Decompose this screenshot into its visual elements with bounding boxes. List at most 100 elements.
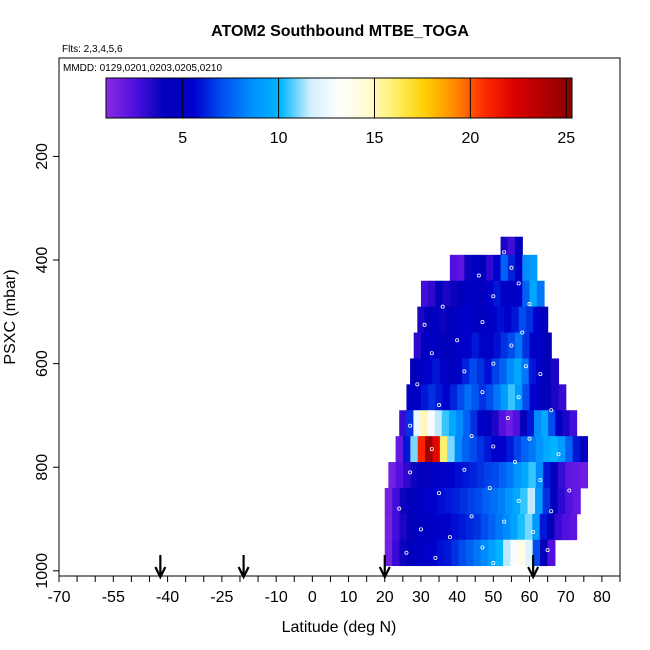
heatmap-cell: [429, 513, 437, 541]
heatmap-cell: [521, 462, 530, 489]
heatmap-cell: [471, 332, 480, 359]
heatmap-cell: [542, 487, 551, 515]
heatmap-cell: [469, 358, 478, 385]
heatmap-cell: [517, 513, 526, 541]
data-point: [531, 529, 536, 534]
data-point: [469, 514, 474, 519]
heatmap-cell: [495, 513, 504, 541]
data-point: [440, 304, 445, 309]
x-tick-label: 80: [593, 589, 611, 606]
heatmap-cell: [505, 487, 514, 515]
heatmap-cell: [478, 254, 487, 282]
data-point: [429, 447, 434, 452]
heatmap-cell: [493, 254, 502, 282]
arrow-head: [154, 566, 167, 580]
colorbar-tick-label: 20: [461, 130, 479, 147]
heatmap-cell: [500, 332, 509, 359]
heatmap-cell: [471, 384, 480, 411]
heatmap-cell: [491, 436, 500, 463]
heatmap-cell: [457, 280, 465, 308]
heatmap-cell: [449, 254, 458, 282]
heatmap-cell: [439, 358, 448, 385]
heatmap-cell: [511, 306, 520, 333]
data-point: [455, 338, 460, 343]
x-tick-label: -70: [47, 589, 70, 606]
heatmap-cell: [421, 539, 430, 567]
heatmap-cell: [458, 539, 467, 567]
heatmap-cell: [528, 358, 537, 385]
heatmap-cell: [406, 384, 415, 411]
heatmap-cell: [543, 384, 552, 411]
heatmap-cell: [565, 487, 574, 515]
heatmap-cell: [572, 462, 581, 489]
heatmap-cell: [447, 436, 456, 463]
heatmap-cell: [517, 539, 526, 567]
flight-arrow-icon: [527, 555, 540, 580]
heatmap-cell: [507, 236, 516, 264]
plot-frame: [58, 57, 621, 577]
heatmap-cell: [486, 280, 494, 308]
heatmap-cell: [392, 513, 401, 541]
heatmap-cell: [572, 487, 581, 515]
data-point: [491, 361, 496, 366]
heatmap-cell: [392, 539, 401, 567]
heatmap-cell: [439, 462, 448, 489]
heatmap-cell: [493, 280, 502, 308]
heatmap-cell: [476, 462, 485, 489]
heatmap-cell: [431, 306, 440, 333]
heatmap-cell: [486, 384, 494, 411]
heatmap-cell: [471, 254, 480, 282]
heatmap-cell: [486, 332, 494, 359]
heatmap-cell: [496, 306, 505, 333]
heatmap-cell: [432, 358, 441, 385]
heatmap-cell: [449, 280, 458, 308]
data-point: [549, 509, 554, 514]
y-tick-label: 200: [34, 143, 51, 170]
heatmap-cell: [529, 254, 538, 282]
heatmap-cell: [535, 436, 544, 463]
x-tick-label: 60: [521, 589, 539, 606]
heatmap-cell: [506, 436, 515, 463]
heatmap-cell: [543, 462, 552, 489]
data-point: [513, 460, 518, 465]
colorbar-tick-label: 5: [178, 130, 187, 147]
heatmap-cell: [427, 410, 436, 437]
data-point: [480, 390, 485, 395]
heatmap-cell: [403, 462, 412, 489]
heatmap-cell: [384, 539, 393, 567]
heatmap-cell: [464, 280, 473, 308]
heatmap-cell: [515, 384, 523, 411]
heatmap-cell: [550, 462, 559, 489]
heatmap-cell: [388, 462, 397, 489]
heatmap-cell: [454, 358, 463, 385]
heatmap-cell: [484, 358, 493, 385]
heatmap-cell: [420, 384, 429, 411]
heatmap-cell: [406, 513, 415, 541]
heatmap-cell: [526, 410, 535, 437]
heatmap-cell: [436, 539, 445, 567]
data-point: [487, 485, 492, 490]
data-point: [491, 294, 496, 299]
x-tick-label: -10: [265, 589, 288, 606]
heatmap-cell: [482, 487, 491, 515]
heatmap-cell: [417, 358, 426, 385]
x-tick-label: -55: [102, 589, 125, 606]
heatmap-cell: [562, 410, 571, 437]
heatmap-cell: [522, 254, 531, 282]
heatmap-cell: [497, 487, 506, 515]
heatmap-cell: [521, 436, 530, 463]
heatmap-cell: [424, 358, 433, 385]
data-point: [447, 535, 452, 540]
heatmap-cell: [554, 513, 563, 541]
heatmap-cell: [513, 358, 522, 385]
heatmap-cell: [515, 280, 523, 308]
heatmap-cell: [432, 462, 441, 489]
heatmap-cell: [510, 539, 519, 567]
heatmap-cell: [384, 513, 393, 541]
data-point: [527, 302, 532, 307]
heatmap-cell: [439, 436, 448, 463]
heatmap-cell: [532, 539, 541, 567]
heatmap-cell: [424, 306, 433, 333]
heatmap-cell: [451, 539, 460, 567]
